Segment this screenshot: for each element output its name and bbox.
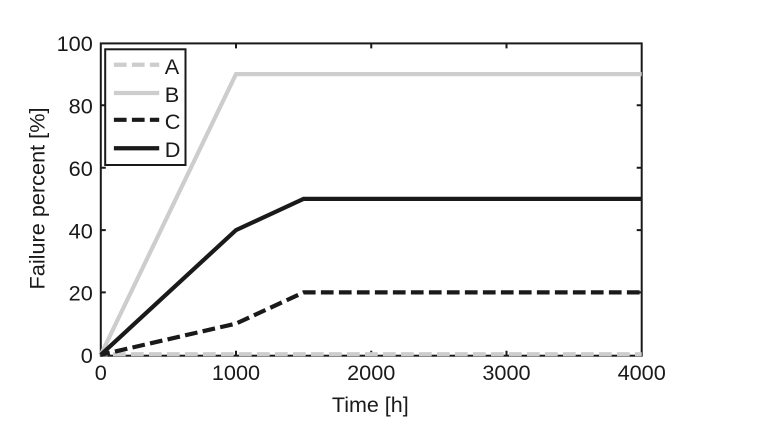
svg-text:20: 20 bbox=[69, 281, 93, 306]
svg-text:1000: 1000 bbox=[212, 360, 260, 385]
svg-text:40: 40 bbox=[69, 218, 93, 243]
svg-text:80: 80 bbox=[69, 94, 93, 119]
svg-text:2000: 2000 bbox=[347, 360, 395, 385]
svg-text:100: 100 bbox=[57, 31, 93, 56]
svg-text:0: 0 bbox=[95, 360, 107, 385]
svg-text:4000: 4000 bbox=[618, 360, 666, 385]
svg-text:D: D bbox=[165, 137, 181, 162]
svg-text:Failure percent [%]: Failure percent [%] bbox=[24, 107, 49, 289]
svg-text:C: C bbox=[165, 109, 181, 134]
svg-text:60: 60 bbox=[69, 156, 93, 181]
svg-text:0: 0 bbox=[81, 343, 93, 368]
svg-text:B: B bbox=[165, 82, 179, 107]
svg-text:Time [h]: Time [h] bbox=[332, 393, 409, 417]
svg-text:3000: 3000 bbox=[482, 360, 530, 385]
svg-text:A: A bbox=[165, 54, 180, 79]
